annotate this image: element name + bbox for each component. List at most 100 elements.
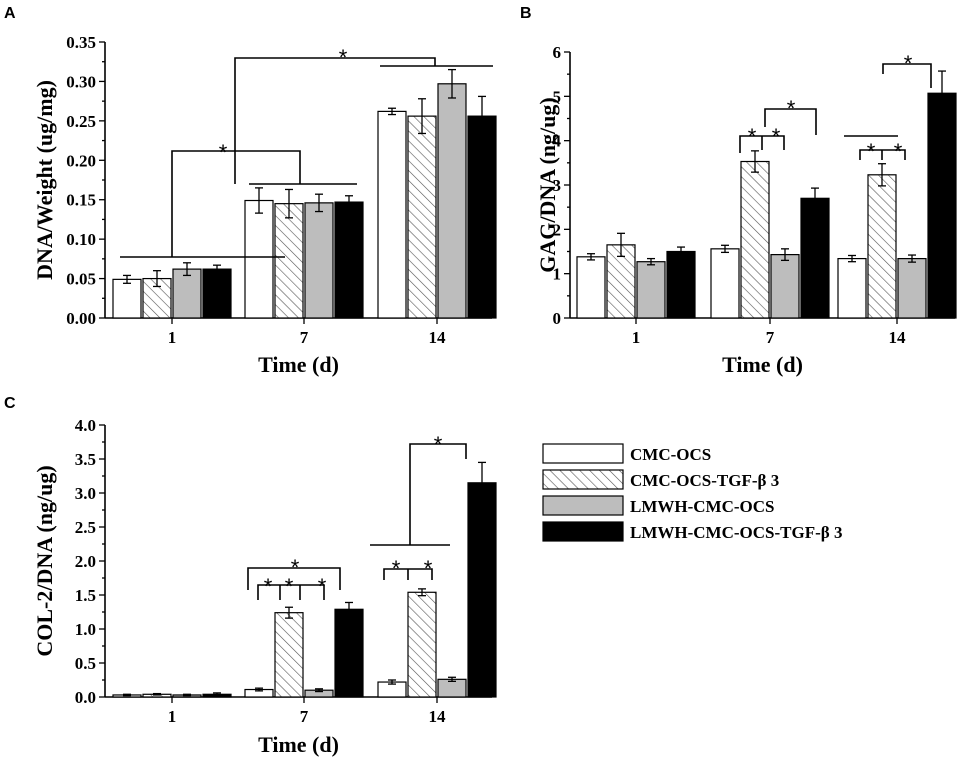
legend-swatch-lmwh-cmc-ocs [542, 495, 624, 516]
legend-label-lmwh-cmc-ocs-tgf: LMWH-CMC-OCS-TGF-β 3 [630, 523, 842, 542]
y-tick-label: 0 [553, 309, 562, 328]
bar [244, 199, 274, 319]
bar [437, 83, 467, 319]
significance-star: * [748, 124, 757, 149]
y-tick-label: 2.5 [75, 518, 96, 537]
x-tick-label: 14 [429, 328, 447, 347]
significance-bracket [764, 108, 817, 135]
y-tick-label: 0.0 [75, 688, 96, 707]
significance-star: * [434, 432, 443, 457]
x-tick-label: 1 [632, 328, 641, 347]
x-tick-label: 7 [300, 328, 309, 347]
y-tick-label: 0.00 [66, 309, 96, 328]
bar [467, 115, 497, 319]
y-tick-label: 1.0 [75, 620, 96, 639]
x-tick-label: 7 [766, 328, 775, 347]
bar [740, 160, 770, 319]
legend-swatch-cmc-ocs [542, 443, 624, 464]
x-axis-title: Time (d) [258, 732, 339, 757]
legend: CMC-OCS CMC-OCS-TGF-β 3 LMWH-CMC-OCS LMW… [542, 443, 842, 542]
significance-star: * [424, 556, 433, 581]
significance-star: * [904, 51, 913, 76]
x-tick-label: 14 [429, 707, 447, 726]
x-tick-label: 1 [168, 707, 177, 726]
significance-star: * [318, 574, 327, 599]
significance-star: * [285, 574, 294, 599]
panel-letter-c: C [4, 395, 16, 412]
significance-star: * [787, 96, 796, 121]
y-tick-label: 4.0 [75, 416, 96, 435]
bar [837, 257, 867, 319]
significance-bracket [882, 63, 932, 88]
y-tick-label: 0.10 [66, 230, 96, 249]
x-axis-title: Time (d) [258, 352, 339, 377]
significance-bracket [409, 443, 467, 545]
y-tick-label: 1 [553, 265, 562, 284]
legend-label-lmwh-cmc-ocs: LMWH-CMC-OCS [630, 497, 774, 516]
bar [867, 174, 897, 319]
legend-swatch-lmwh-cmc-ocs-tgf [542, 521, 624, 542]
bar [897, 257, 927, 319]
bar [770, 254, 800, 319]
significance-bracket [859, 149, 906, 160]
significance-star: * [392, 556, 401, 581]
significance-star: * [264, 574, 273, 599]
bar [202, 268, 232, 319]
bar [112, 278, 142, 319]
y-tick-label: 5 [553, 87, 562, 106]
y-tick-label: 0.30 [66, 72, 96, 91]
significance-bracket [247, 567, 341, 590]
y-tick-label: 0.15 [66, 191, 96, 210]
bar [274, 612, 304, 698]
y-tick-label: 0.35 [66, 33, 96, 52]
bar [172, 268, 202, 319]
y-tick-label: 0.25 [66, 112, 96, 131]
significance-star: * [291, 555, 300, 580]
bar [334, 201, 364, 319]
y-axis-title: DNA/Weight (ug/mg) [32, 80, 57, 280]
y-tick-label: 4 [553, 132, 562, 151]
significance-star: * [894, 139, 903, 164]
chart-panel-c: 0.0 0.5 1.0 1.5 2.0 2.5 3.0 3.5 4.0 1 7 14 Time (d) C… [32, 416, 497, 757]
y-tick-label: 0.05 [66, 270, 96, 289]
significance-star: * [867, 139, 876, 164]
bar [334, 608, 364, 698]
bar [304, 202, 334, 319]
significance-bracket [257, 584, 325, 600]
bar [467, 482, 497, 698]
significance-bracket [739, 135, 785, 153]
significance-bracket [234, 57, 493, 185]
legend-swatch-cmc-ocs-tgf [542, 469, 624, 490]
panel-letter-a: A [4, 5, 16, 22]
y-tick-label: 2.0 [75, 552, 96, 571]
bar [377, 110, 407, 319]
y-tick-label: 3 [553, 176, 562, 195]
significance-star: * [339, 45, 348, 70]
bar [800, 197, 830, 319]
panel-letter-b: B [520, 5, 532, 22]
y-tick-label: 0.5 [75, 654, 96, 673]
y-tick-label: 0.20 [66, 151, 96, 170]
bar [274, 203, 304, 319]
significance-star: * [219, 140, 228, 165]
y-tick-label: 6 [553, 43, 562, 62]
bar [407, 115, 437, 319]
significance-bracket [383, 568, 433, 580]
x-tick-label: 1 [168, 328, 177, 347]
bar [576, 256, 606, 319]
bar [666, 250, 696, 319]
y-tick-label: 2 [553, 220, 562, 239]
significance-bracket [120, 150, 301, 258]
y-tick-label: 1.5 [75, 586, 96, 605]
bar [636, 261, 666, 319]
legend-label-cmc-ocs: CMC-OCS [630, 445, 711, 464]
x-tick-label: 14 [889, 328, 907, 347]
bar [927, 92, 957, 319]
bar [710, 248, 740, 319]
y-axis-title: GAG/DNA (ng/ug) [535, 97, 560, 272]
legend-label-cmc-ocs-tgf: CMC-OCS-TGF-β 3 [630, 471, 779, 490]
bar [407, 591, 437, 698]
y-tick-label: 3.5 [75, 450, 96, 469]
